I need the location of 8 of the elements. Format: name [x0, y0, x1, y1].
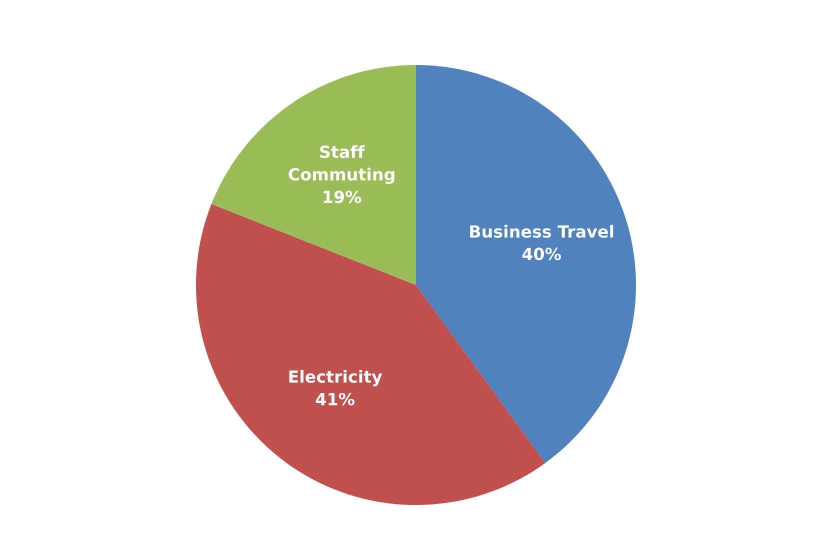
data-label: 41%: [316, 392, 355, 406]
data-label: 40%: [522, 248, 561, 260]
pie-slice: [416, 65, 636, 463]
slice-label: Electricity: [289, 370, 382, 386]
slice-label: Staff Commuting: [288, 145, 394, 184]
slice-label: Business Travel: [470, 224, 614, 238]
pie-slice: [211, 65, 416, 285]
data-label: 19%: [324, 190, 362, 204]
